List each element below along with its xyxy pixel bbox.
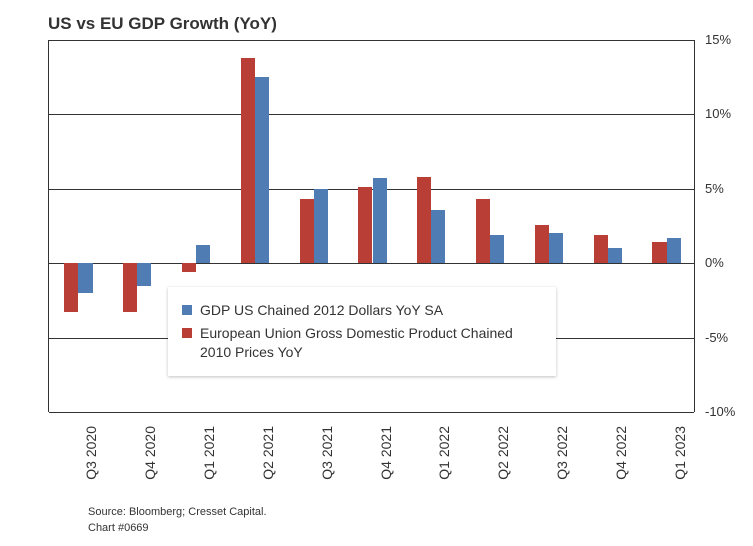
source-text: Source: Bloomberg; Cresset Capital.Chart… [88,505,267,537]
bar [241,58,255,263]
bar [490,235,504,263]
bar [667,238,681,263]
x-tick-label: Q4 2020 [142,426,158,506]
x-tick-label: Q2 2021 [260,426,276,506]
x-tick-label: Q1 2023 [672,426,688,506]
x-tick-label: Q4 2021 [378,426,394,506]
legend-label: GDP US Chained 2012 Dollars YoY SA [200,301,443,320]
bar [78,263,92,293]
bar [196,245,210,263]
source-line: Source: Bloomberg; Cresset Capital. [88,505,267,521]
x-tick-label: Q1 2021 [201,426,217,506]
bar [594,235,608,263]
y-tick-label: 10% [705,106,745,121]
bar [182,263,196,272]
chart-title: US vs EU GDP Growth (YoY) [48,14,277,34]
bar [300,199,314,263]
bar [137,263,151,285]
y-tick-label: 0% [705,255,745,270]
bar [476,199,490,263]
bar [314,189,328,263]
bar [549,233,563,263]
x-tick-label: Q4 2022 [613,426,629,506]
bar [123,263,137,312]
bar [373,178,387,263]
y-tick-label: 15% [705,32,745,47]
source-line: Chart #0669 [88,521,267,537]
legend: GDP US Chained 2012 Dollars YoY SA Europe… [168,287,556,376]
bar [608,248,622,263]
legend-swatch [182,328,192,338]
bar [358,187,372,263]
legend-item: GDP US Chained 2012 Dollars YoY SA [182,301,542,320]
bar [652,242,666,263]
legend-item: European Union Gross Domestic Product Ch… [182,324,542,362]
legend-label: European Union Gross Domestic Product Ch… [200,324,542,362]
x-tick-label: Q3 2020 [83,426,99,506]
bar [255,77,269,263]
x-tick-label: Q3 2021 [319,426,335,506]
x-tick-label: Q3 2022 [554,426,570,506]
bar [431,210,445,264]
y-tick-label: -10% [705,404,745,419]
gridline [49,412,694,413]
y-tick-label: 5% [705,181,745,196]
bar [417,177,431,263]
y-tick-label: -5% [705,330,745,345]
x-tick-label: Q1 2022 [436,426,452,506]
bar [535,225,549,264]
bar [64,263,78,312]
x-tick-label: Q2 2022 [495,426,511,506]
legend-swatch [182,305,192,315]
